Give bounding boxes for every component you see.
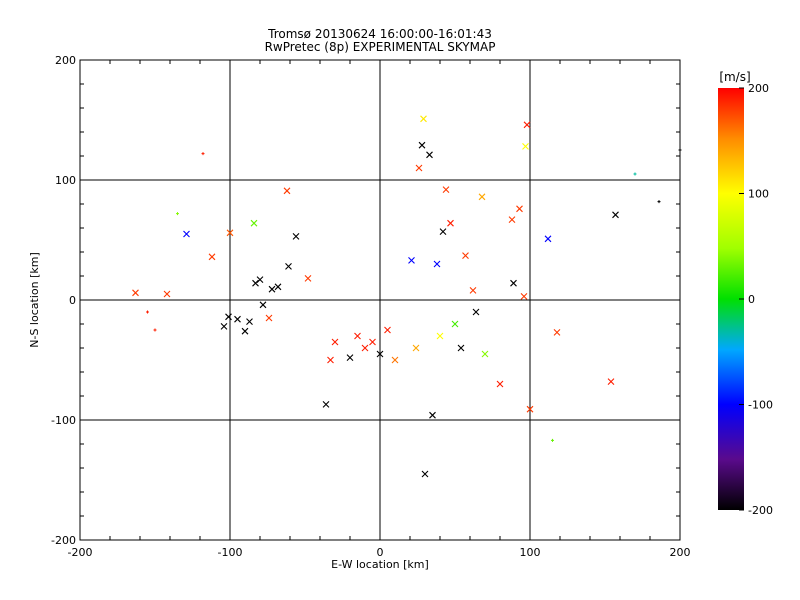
y-tick-label: 100 xyxy=(55,174,76,187)
scatter-point xyxy=(391,356,399,364)
y-axis-label: N-S location [km] xyxy=(28,252,41,348)
scatter-point xyxy=(612,211,619,219)
scatter-point xyxy=(408,257,415,264)
scatter-markers xyxy=(132,115,682,478)
scatter-point xyxy=(457,344,465,352)
y-tick-label: -200 xyxy=(51,534,76,547)
scatter-point xyxy=(208,253,216,261)
scatter-point xyxy=(163,290,171,298)
scatter-point xyxy=(516,205,523,213)
colorbar-label: [m/s] xyxy=(719,70,750,84)
scatter-point xyxy=(526,405,534,413)
scatter-point xyxy=(361,344,369,352)
colorbar-tick-label: -200 xyxy=(748,504,773,517)
x-tick-label: -100 xyxy=(218,546,243,559)
scatter-point xyxy=(176,212,179,216)
scatter-point xyxy=(472,308,480,316)
x-tick-label: 0 xyxy=(377,546,384,559)
scatter-point xyxy=(241,327,249,335)
scatter-point xyxy=(415,164,423,172)
scatter-point xyxy=(412,344,420,352)
scatter-point xyxy=(469,287,477,294)
scatter-point xyxy=(633,172,637,176)
colorbar-tick-label: -100 xyxy=(748,399,773,412)
scatter-point xyxy=(376,350,384,358)
scatter-point xyxy=(510,279,517,287)
scatter-point xyxy=(283,187,291,195)
scatter-point xyxy=(551,438,554,442)
scatter-point xyxy=(384,326,391,334)
scatter-point xyxy=(274,283,282,291)
scatter-point xyxy=(201,152,205,156)
scatter-point xyxy=(304,275,312,282)
scatter-point xyxy=(657,200,661,204)
scatter-point xyxy=(421,470,429,478)
scatter-point xyxy=(522,143,529,150)
scatter-point xyxy=(429,411,436,419)
colorbar-tick-label: 0 xyxy=(748,293,755,306)
scatter-point xyxy=(259,301,267,309)
grid-lines xyxy=(80,60,680,540)
scatter-point xyxy=(607,378,615,385)
scatter-point xyxy=(433,260,441,268)
scatter-point xyxy=(132,289,139,297)
x-tick-label: 200 xyxy=(670,546,691,559)
scatter-point xyxy=(439,228,447,235)
scatter-point xyxy=(265,314,273,322)
scatter-point xyxy=(292,233,300,240)
chart-subtitle: RwPretec (8p) EXPERIMENTAL SKYMAP xyxy=(265,40,496,54)
scatter-point xyxy=(418,141,426,149)
scatter-point xyxy=(678,148,682,152)
scatter-point xyxy=(462,252,469,259)
scatter-point xyxy=(246,318,253,325)
scatter-point xyxy=(327,356,334,364)
y-tick-label: 200 xyxy=(55,54,76,67)
scatter-point xyxy=(346,354,354,361)
scatter-point xyxy=(523,121,531,129)
scatter-point xyxy=(520,293,528,300)
chart-title: Tromsø 20130624 16:00:00-16:01:43 xyxy=(267,27,492,41)
scatter-point xyxy=(544,235,552,243)
y-tick-label: 0 xyxy=(69,294,76,307)
scatter-point xyxy=(322,401,330,408)
scatter-point xyxy=(354,332,361,340)
scatter-point xyxy=(226,229,234,237)
scatter-point xyxy=(252,279,259,287)
scatter-point xyxy=(331,338,339,346)
scatter-point xyxy=(508,216,516,223)
scatter-point xyxy=(496,380,504,388)
scatter-point xyxy=(447,219,454,227)
scatter-point xyxy=(250,219,258,227)
scatter-point xyxy=(481,350,489,358)
x-axis-label: E-W location [km] xyxy=(331,558,429,571)
x-tick-label: -200 xyxy=(68,546,93,559)
colorbar-tick-label: 100 xyxy=(748,188,769,201)
scatter-point xyxy=(420,115,427,123)
scatter-point xyxy=(436,332,444,340)
scatter-point xyxy=(146,310,149,314)
scatter-point xyxy=(183,230,190,238)
scatter-point xyxy=(220,323,228,330)
scatter-point xyxy=(478,193,486,201)
scatter-point xyxy=(451,320,459,328)
x-tick-label: 100 xyxy=(520,546,541,559)
colorbar: [m/s] 200 100 0 -100 -200 xyxy=(718,70,773,517)
scatter-point xyxy=(369,338,376,346)
scatter-point xyxy=(256,276,264,283)
scatter-point xyxy=(225,313,232,321)
y-tick-label: -100 xyxy=(51,414,76,427)
scatter-point xyxy=(153,328,157,332)
colorbar-tick-label: 200 xyxy=(748,82,769,95)
scatter-point xyxy=(553,329,561,336)
scatter-point xyxy=(285,263,292,270)
scatter-point xyxy=(268,285,276,293)
scatter-point xyxy=(234,315,241,323)
scatter-point xyxy=(442,186,450,193)
scatter-point xyxy=(426,151,433,159)
